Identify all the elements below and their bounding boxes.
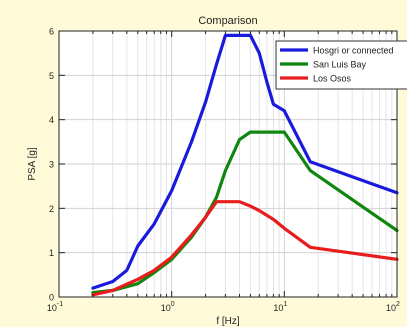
x-tick-labels: 10-1 100 101 102 xyxy=(47,301,400,313)
y-tick-label: 2 xyxy=(49,204,54,214)
y-tick-label: 6 xyxy=(49,27,54,37)
legend-label: Los Osos xyxy=(313,74,352,84)
x-tick-label: 101 xyxy=(273,301,287,313)
y-tick-label: 4 xyxy=(49,115,54,125)
y-tick-labels: 0 1 2 3 4 5 6 xyxy=(49,27,54,303)
x-tick-label: 102 xyxy=(386,301,400,313)
series-line-2 xyxy=(91,200,399,297)
y-tick-label: 3 xyxy=(49,160,54,170)
y-tick-label: 1 xyxy=(49,248,54,258)
y-axis-label: PSA [g] xyxy=(27,147,38,181)
tick-marks xyxy=(58,30,398,298)
legend-label: Hosgri or connected xyxy=(313,46,394,56)
y-tick-label: 0 xyxy=(49,293,54,303)
x-axis-label: f [Hz] xyxy=(216,316,240,327)
series-layer xyxy=(91,33,399,297)
series-line-0 xyxy=(91,33,399,290)
legend-label: San Luis Bay xyxy=(313,60,367,70)
x-tick-label: 100 xyxy=(161,301,175,313)
x-tick-label: 10-1 xyxy=(47,301,63,313)
y-tick-label: 5 xyxy=(49,71,54,81)
legend: Hosgri or connected San Luis Bay Los Osos xyxy=(275,40,407,90)
chart-title: Comparison xyxy=(198,15,257,27)
